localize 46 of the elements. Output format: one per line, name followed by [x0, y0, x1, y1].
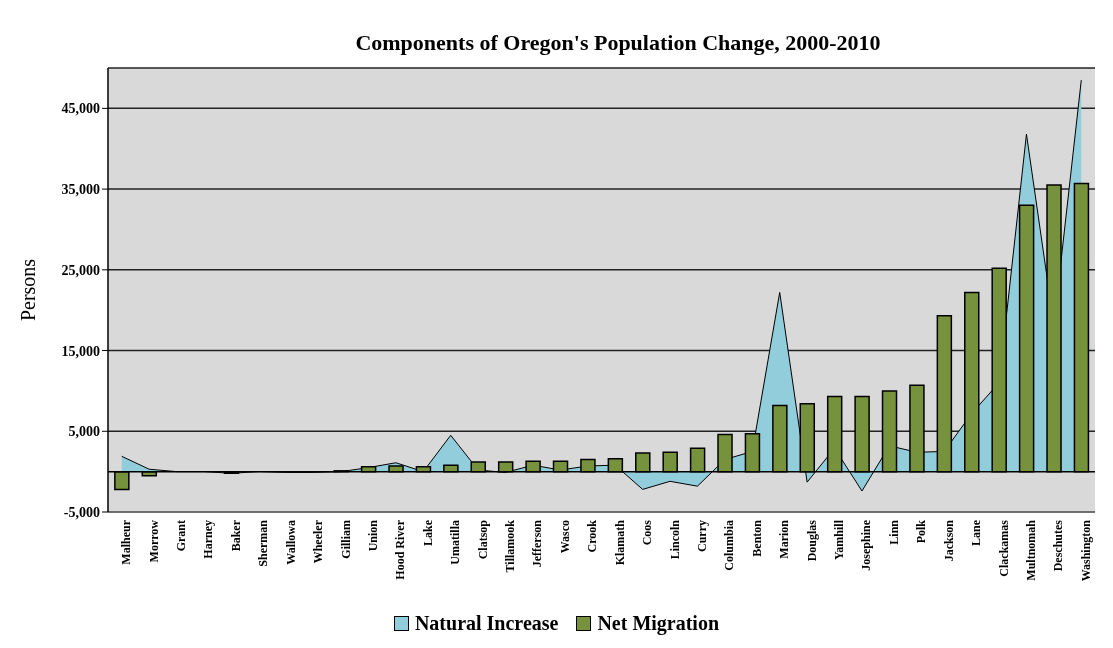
x-tick-label: Coos: [640, 519, 655, 546]
x-tick-label: Yamhill: [832, 519, 847, 561]
x-tick-label: Jackson: [941, 519, 956, 562]
x-tick-label: Sherman: [256, 519, 271, 567]
x-tick-label: Polk: [914, 519, 929, 544]
x-tick-label: Marion: [777, 519, 792, 559]
x-tick-label: Douglas: [804, 519, 819, 562]
x-tick-label: Wheeler: [311, 519, 326, 564]
x-tick-label: Jefferson: [530, 519, 545, 568]
x-tick-label: Washington: [1078, 519, 1093, 582]
x-tick-label: Hood River: [393, 519, 408, 580]
x-tick-label: Josephine: [859, 519, 874, 571]
x-tick-label: Multnomah: [1023, 519, 1038, 581]
x-tick-label: Malheur: [119, 519, 134, 565]
x-tick-label: Linn: [886, 519, 901, 545]
x-tick-label: Curry: [694, 520, 709, 552]
y-tick-label: 35,000: [61, 182, 100, 198]
x-tick-label: Tillamook: [503, 519, 518, 573]
x-tick-label: Umatilla: [448, 520, 463, 565]
x-tick-label: Wallowa: [283, 520, 298, 565]
x-tick-label: Harney: [201, 520, 216, 559]
x-tick-label: Lincoln: [667, 519, 682, 560]
x-tick-label: Grant: [174, 520, 189, 552]
chart-title: Components of Oregon's Population Change, 2000-2010: [354, 30, 882, 56]
x-tick-label: Clackamas: [996, 519, 1011, 577]
y-tick-label: 5,000: [68, 424, 100, 440]
x-tick-label: Crook: [585, 519, 600, 553]
x-tick-label: Union: [365, 519, 380, 552]
x-tick-label: Deschutes: [1051, 519, 1066, 572]
x-tick-label: Morrow: [146, 519, 161, 563]
x-tick-label: Klamath: [612, 519, 627, 566]
y-tick-label: 45,000: [61, 101, 100, 117]
y-tick-label: -5,000: [63, 504, 100, 520]
y-tick-label: 15,000: [61, 343, 100, 359]
y-tick-label: 25,000: [61, 262, 100, 278]
x-tick-label: Columbia: [722, 520, 737, 571]
y-axis-title: Persons: [17, 258, 40, 322]
x-tick-label: Benton: [749, 519, 764, 557]
x-tick-label: Wasco: [557, 520, 572, 554]
x-tick-label: Clatsop: [475, 519, 490, 560]
x-tick-label: Lake: [420, 519, 435, 547]
x-tick-label: Lane: [969, 519, 984, 547]
x-tick-label: Baker: [228, 519, 243, 552]
legend-label: Natural Increase: [413, 612, 559, 635]
x-tick-label: Gilliam: [338, 520, 353, 559]
legend-label: Net Migration: [596, 612, 720, 635]
